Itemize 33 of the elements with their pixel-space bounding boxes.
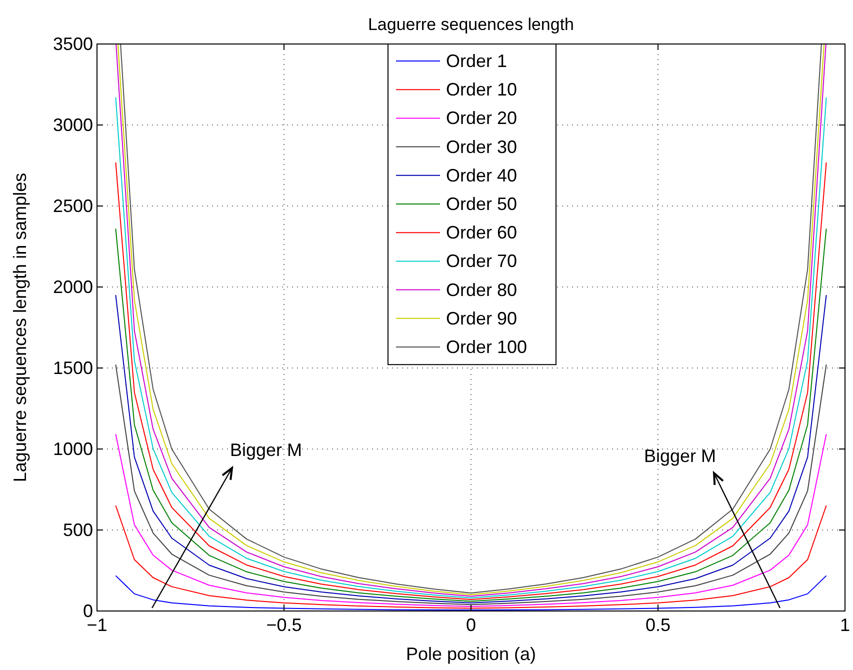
x-tick-label: 0.5: [645, 615, 671, 635]
line-series: [115, 294, 827, 604]
legend-label: Order 40: [446, 165, 518, 186]
y-tick-label: 2500: [52, 196, 93, 216]
line-series: [115, 434, 827, 607]
x-tick-label: 1: [840, 615, 850, 635]
y-tick-label: 1000: [52, 439, 93, 459]
line-series: [115, 364, 827, 606]
y-tick-label: 1500: [52, 358, 93, 378]
legend-label: Order 30: [446, 136, 518, 157]
legend-label: Order 10: [446, 80, 518, 100]
line-series: [115, 505, 827, 609]
legend-label: Order 60: [446, 222, 518, 243]
y-tick-label: 3000: [52, 115, 93, 135]
legend-label: Order 100: [446, 337, 528, 357]
y-tick-label: 3500: [52, 34, 93, 54]
legend-label: Order 1: [446, 51, 508, 71]
legend-label: Order 70: [446, 251, 518, 272]
y-tick-label: 0: [82, 601, 93, 621]
x-axis-title: Pole position (a): [406, 644, 536, 664]
x-tick-label: −0.5: [266, 615, 302, 635]
legend-label: Order 20: [446, 108, 518, 128]
line-series: [115, 575, 827, 611]
legend-label: Order 80: [446, 280, 518, 300]
annotation: Bigger M: [230, 440, 302, 460]
legend-label: Order 50: [446, 194, 518, 214]
x-tick-label: 0: [466, 615, 476, 635]
y-tick-label: 500: [62, 520, 93, 540]
y-axis-title: Laguerre sequences length in samples: [10, 172, 30, 482]
y-tick-label: 2000: [52, 277, 93, 297]
chart-title: Laguerre sequences length: [368, 15, 574, 34]
annotation: Bigger M: [644, 446, 716, 466]
legend-label: Order 90: [446, 308, 518, 328]
